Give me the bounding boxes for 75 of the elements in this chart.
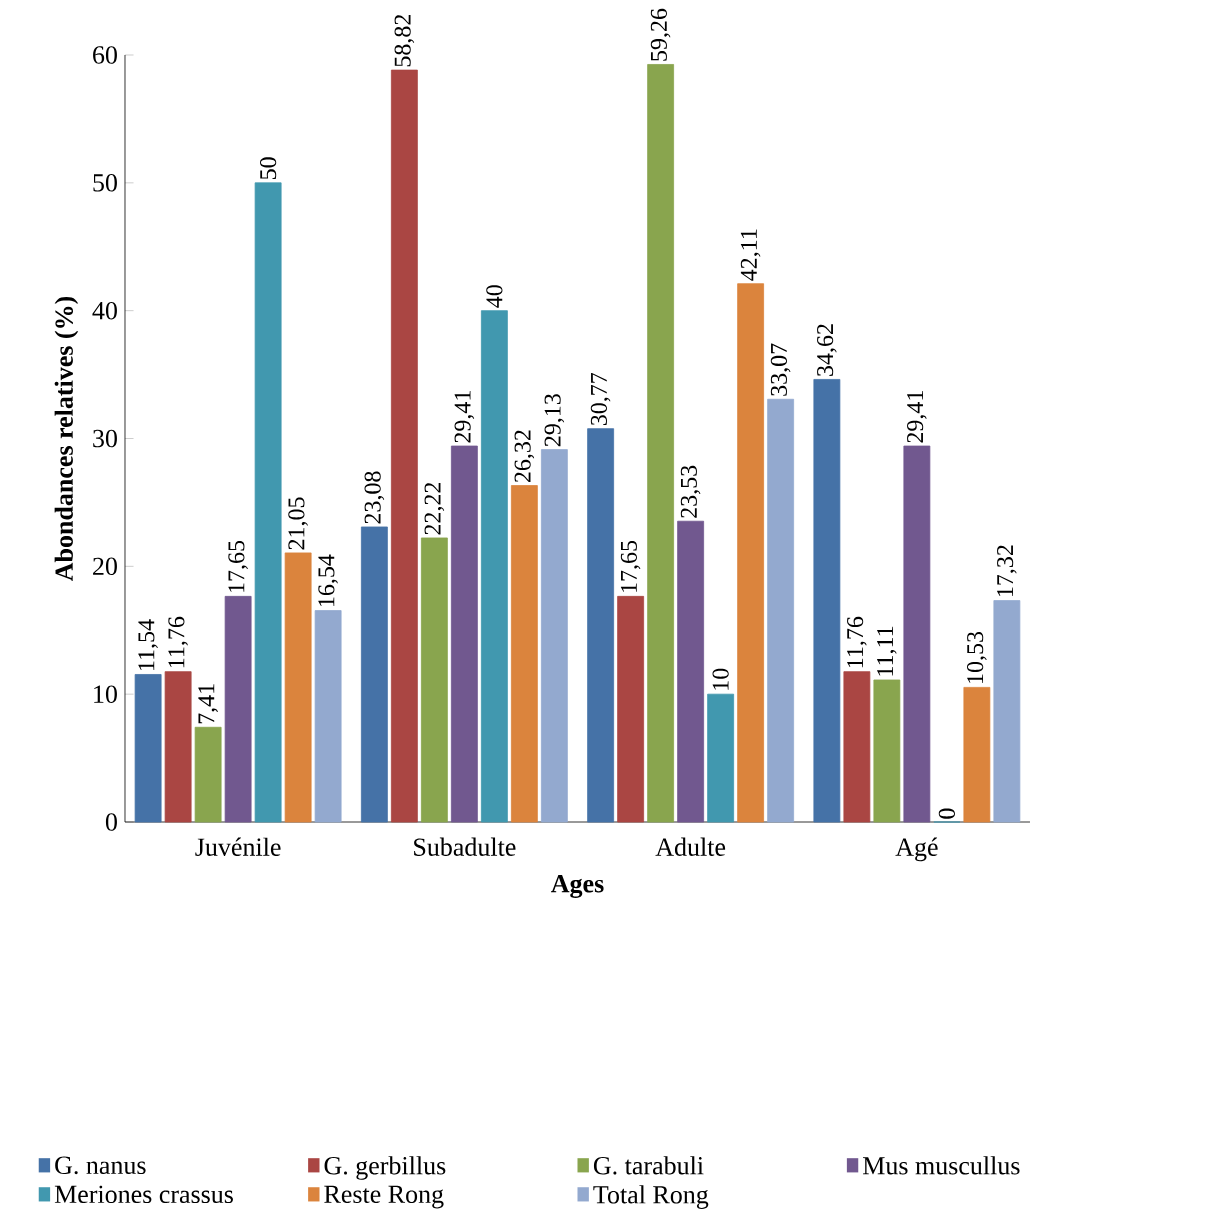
x-tick-label: Adulte xyxy=(655,837,726,856)
data-label: 17,65 xyxy=(620,540,641,592)
bar xyxy=(813,379,841,823)
data-label: 21,05 xyxy=(288,497,308,550)
data-label: 7,41 xyxy=(198,684,218,724)
data-label: 34,62 xyxy=(817,324,837,376)
bar xyxy=(843,671,871,823)
bar xyxy=(134,674,162,823)
y-tick-label: 10 xyxy=(94,685,117,703)
data-label: 40 xyxy=(486,285,503,308)
legend-label: Total Rong xyxy=(593,1185,709,1209)
bar xyxy=(540,449,568,823)
bar xyxy=(254,182,282,823)
data-label: 10,53 xyxy=(967,631,987,683)
data-label: 42,11 xyxy=(740,229,761,281)
data-label: 29,41 xyxy=(907,391,927,443)
bar xyxy=(873,679,901,823)
y-tick-label: 30 xyxy=(93,429,117,448)
data-label: 59,26 xyxy=(650,8,671,61)
y-tick-label: 20 xyxy=(93,557,117,576)
bar xyxy=(164,671,192,823)
y-tick-label: 0 xyxy=(105,813,117,831)
bar xyxy=(617,595,645,823)
bar xyxy=(767,398,795,823)
data-label: 11,76 xyxy=(847,616,867,668)
y-tick-label: 40 xyxy=(92,301,117,320)
data-label: 33,07 xyxy=(770,343,791,396)
data-label: 17,65 xyxy=(228,540,248,592)
y-axis-title: Abondances relatives (%) xyxy=(54,296,79,581)
bar xyxy=(480,310,508,823)
y-tick-label: 60 xyxy=(93,46,117,64)
bar xyxy=(224,595,252,823)
legend-label: Meriones crassus xyxy=(54,1185,233,1204)
data-label: 11,54 xyxy=(138,619,158,670)
x-axis-title: Ages xyxy=(551,875,604,898)
data-label: 22,22 xyxy=(424,482,445,535)
bar xyxy=(360,526,388,823)
data-label: 10 xyxy=(712,668,729,690)
bar xyxy=(587,428,615,823)
legend-label: Mus muscullus xyxy=(863,1156,1020,1175)
x-tick-label: Subadulte xyxy=(414,837,516,856)
legend-label: Reste Rong xyxy=(324,1185,444,1209)
data-label: 11,76 xyxy=(168,616,188,668)
data-label: 11,11 xyxy=(877,626,897,676)
data-label: 29,13 xyxy=(544,394,565,447)
data-label: 58,82 xyxy=(394,15,415,67)
bar xyxy=(963,686,991,823)
data-label: 23,53 xyxy=(680,465,701,518)
y-tick-label: 50 xyxy=(93,174,117,192)
data-label: 23,08 xyxy=(364,471,385,524)
data-label: 26,32 xyxy=(514,430,535,483)
bar xyxy=(420,537,448,823)
data-label: 16,54 xyxy=(318,554,338,607)
bar xyxy=(390,69,418,823)
bar xyxy=(194,726,222,823)
bar xyxy=(314,610,342,823)
legend-label: G. tarabuli xyxy=(593,1156,704,1175)
legend-label: G. gerbillus xyxy=(324,1156,446,1180)
bar xyxy=(993,600,1021,823)
data-label: 0 xyxy=(938,808,955,819)
bar xyxy=(737,283,765,823)
data-label: 30,77 xyxy=(590,372,611,426)
data-label: 17,32 xyxy=(997,545,1017,597)
legend-label: G. nanus xyxy=(55,1156,146,1175)
bar xyxy=(707,693,735,823)
data-label: 29,41 xyxy=(454,391,475,443)
bar xyxy=(647,64,675,823)
bar xyxy=(677,520,705,823)
bar xyxy=(903,445,931,823)
bar xyxy=(284,552,312,823)
x-tick-label: Juvénile xyxy=(195,837,281,856)
bar xyxy=(450,445,478,823)
bar xyxy=(510,485,538,823)
x-tick-label: Agé xyxy=(895,837,938,862)
data-label: 50 xyxy=(260,157,277,180)
